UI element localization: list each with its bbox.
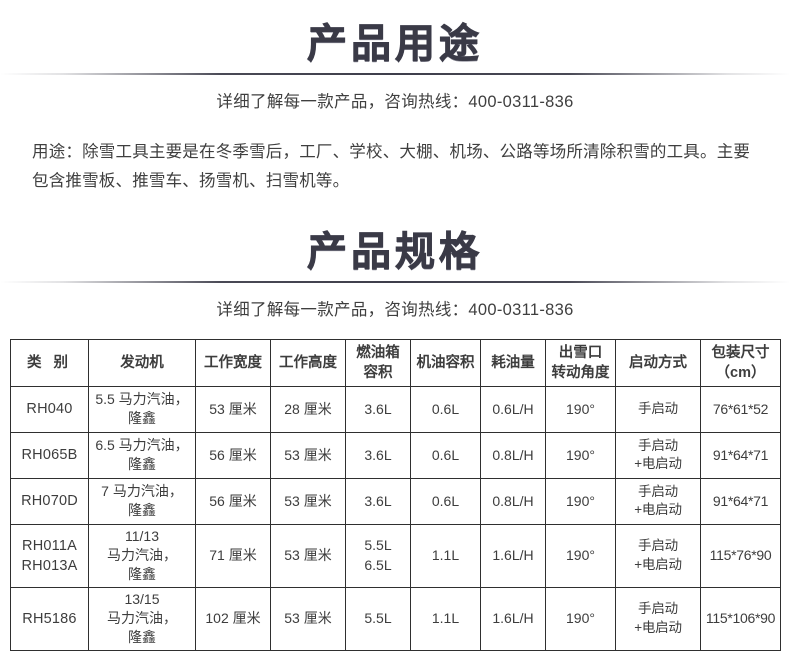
cell-engine-1: 6.5 马力汽油， 隆鑫	[88, 431, 196, 479]
spec-table-row: RH070D 7 马力汽油， 隆鑫 56 厘米 53 厘米 3.6L 0.6L 0.8L/H 1…	[10, 477, 781, 525]
col-header-start-mode: 启动方式	[615, 338, 701, 387]
cell-fuel-tank-1: 3.6L	[345, 431, 411, 479]
cell-package-size-0: 76*61*52	[700, 385, 781, 433]
cell-oil-capacity-4: 1.1L	[410, 586, 481, 651]
spec-table-row: RH040 5.5 马力汽油， 隆鑫 53 厘米 28 厘米 3.6L 0.6L 0.6L/H…	[10, 385, 781, 433]
cell-work-width-1: 56 厘米	[195, 431, 271, 479]
col-header-work-width: 工作宽度	[195, 338, 271, 387]
spec-table-row: RH5186 13/15 马力汽油， 隆鑫 102 厘米 53 厘米 5.5L 1.1L 1.…	[10, 586, 781, 651]
usage-description: 用途：除雪工具主要是在冬季雪后，工厂、学校、大棚、机场、公路等场所清除积雪的工具…	[32, 143, 751, 190]
cell-work-height-4: 53 厘米	[270, 586, 346, 651]
col-header-fuel-tank: 燃油箱 容积	[345, 338, 411, 387]
usage-section-title: 产品用途	[307, 21, 483, 67]
cell-package-size-2: 91*64*71	[700, 477, 781, 525]
cell-work-height-3: 53 厘米	[270, 523, 346, 588]
cell-work-width-3: 71 厘米	[195, 523, 271, 588]
cell-engine-4-line: 13/15 马力汽油，	[107, 590, 177, 626]
cell-engine-2-line: 7 马力汽油，	[101, 482, 183, 499]
col-header-rotation-angle-line1: 出雪口	[558, 344, 603, 361]
usage-section-subtitle: 详细了解每一款产品，咨询热线：400-0311-836	[216, 93, 574, 111]
usage-section-header: 产品用途 详细了解每一款产品，咨询热线：400-0311-836	[0, 24, 790, 112]
col-header-rotation-angle-line2: 转动角度	[551, 364, 610, 381]
col-header-work-height: 工作高度	[270, 338, 346, 387]
cell-fuel-consumption-1: 0.8L/H	[480, 431, 546, 479]
specification-table: 类 别 发动机 工作宽度 工作高度 燃油箱 容积 机油容积 耗油量 出雪口 转动…	[10, 338, 781, 651]
cell-fuel-tank-3: 5.5L 6.5L	[345, 523, 411, 588]
cell-rotation-angle-0: 190°	[545, 385, 616, 433]
col-header-rotation-angle: 出雪口 转动角度	[545, 338, 616, 387]
cell-fuel-tank-4: 5.5L	[345, 586, 411, 651]
cell-engine-2-line: 隆鑫	[128, 502, 156, 519]
cell-fuel-tank-2: 3.6L	[345, 477, 411, 525]
cell-rotation-angle-2: 190°	[545, 477, 616, 525]
cell-work-height-2: 53 厘米	[270, 477, 346, 525]
cell-category-0: RH040	[10, 385, 89, 433]
cell-engine-3-line: 11/13 马力汽油，	[107, 527, 177, 564]
cell-engine-4: 13/15 马力汽油， 隆鑫	[88, 586, 196, 651]
cell-oil-capacity-2: 0.6L	[410, 477, 481, 525]
cell-engine-4-line: 隆鑫	[128, 629, 156, 646]
cell-oil-capacity-3: 1.1L	[410, 523, 481, 588]
cell-fuel-consumption-4: 1.6L/H	[480, 586, 546, 651]
cell-engine-3-line: 隆鑫	[128, 566, 156, 583]
usage-title-divider	[0, 73, 790, 75]
spec-table-head: 类 别 发动机 工作宽度 工作高度 燃油箱 容积 机油容积 耗油量 出雪口 转动…	[10, 338, 781, 387]
cell-engine-1-line: 6.5 马力汽油，	[95, 436, 189, 453]
cell-category-3-line: RH013A	[21, 557, 78, 574]
cell-fuel-tank-3-line: 5.5L	[364, 537, 392, 554]
cell-oil-capacity-1: 0.6L	[410, 431, 481, 479]
spec-table-row: RH065B 6.5 马力汽油， 隆鑫 56 厘米 53 厘米 3.6L 0.6L 0.8L/…	[10, 431, 781, 479]
col-header-engine: 发动机	[88, 338, 196, 387]
cell-oil-capacity-0: 0.6L	[410, 385, 481, 433]
cell-fuel-tank-0: 3.6L	[345, 385, 411, 433]
cell-work-width-0: 53 厘米	[195, 385, 271, 433]
cell-fuel-tank-3-line: 6.5L	[364, 556, 392, 573]
cell-engine-3: 11/13 马力汽油， 隆鑫	[88, 523, 196, 588]
col-header-oil-capacity: 机油容积	[410, 338, 481, 387]
cell-package-size-1: 91*64*71	[700, 431, 781, 479]
cell-work-height-0: 28 厘米	[270, 385, 346, 433]
cell-category-3-line: RH011A	[22, 537, 77, 554]
cell-start-mode-2: 手启动+电启动	[615, 477, 701, 525]
cell-engine-1-line: 隆鑫	[128, 456, 156, 473]
cell-work-height-1: 53 厘米	[270, 431, 346, 479]
spec-title-divider	[0, 280, 790, 283]
cell-category-2: RH070D	[10, 477, 89, 525]
col-header-package-size-line2: （cm）	[715, 364, 766, 381]
col-header-fuel-consumption: 耗油量	[480, 338, 546, 387]
cell-rotation-angle-4: 190°	[545, 586, 616, 651]
cell-category-4: RH5186	[10, 586, 89, 651]
cell-work-width-2: 56 厘米	[195, 477, 271, 525]
cell-package-size-4: 115*106*90	[700, 586, 781, 651]
cell-work-width-4: 102 厘米	[195, 586, 271, 651]
spec-section-subtitle: 详细了解每一款产品，咨询热线：400-0311-836	[216, 300, 574, 319]
cell-category-3: RH011A RH013A	[10, 523, 89, 588]
spec-section-header: 产品规格 详细了解每一款产品，咨询热线：400-0311-836	[0, 228, 790, 320]
spec-section-title: 产品规格	[307, 228, 483, 275]
cell-engine-2: 7 马力汽油， 隆鑫	[88, 477, 196, 525]
cell-engine-0: 5.5 马力汽油， 隆鑫	[88, 385, 196, 433]
cell-start-mode-3: 手启动+电启动	[615, 523, 701, 588]
cell-engine-0-line: 隆鑫	[128, 410, 156, 427]
spec-table-body: RH040 5.5 马力汽油， 隆鑫 53 厘米 28 厘米 3.6L 0.6L 0.6L/H…	[10, 385, 781, 651]
col-header-package-size-line1: 包装尺寸	[711, 344, 770, 361]
spec-table-container: 类 别 发动机 工作宽度 工作高度 燃油箱 容积 机油容积 耗油量 出雪口 转动…	[10, 338, 781, 651]
spec-header-row: 类 别 发动机 工作宽度 工作高度 燃油箱 容积 机油容积 耗油量 出雪口 转动…	[10, 338, 781, 387]
col-header-category: 类 别	[10, 338, 89, 387]
col-header-package-size: 包装尺寸 （cm）	[700, 338, 781, 387]
cell-start-mode-4: 手启动+电启动	[615, 586, 701, 651]
cell-rotation-angle-1: 190°	[545, 431, 616, 479]
cell-fuel-consumption-3: 1.6L/H	[480, 523, 546, 588]
cell-fuel-consumption-2: 0.8L/H	[480, 477, 546, 525]
cell-engine-0-line: 5.5 马力汽油，	[95, 390, 189, 407]
col-header-fuel-tank-line2: 容积	[363, 364, 393, 381]
spec-table-row: RH011A RH013A 11/13 马力汽油， 隆鑫 71 厘米 53 厘米 5.5L 6…	[10, 523, 781, 588]
cell-start-mode-1: 手启动+电启动	[615, 431, 701, 479]
cell-package-size-3: 115*76*90	[700, 523, 781, 588]
cell-category-1: RH065B	[10, 431, 89, 479]
col-header-fuel-tank-line1: 燃油箱	[356, 344, 400, 361]
cell-start-mode-0: 手启动	[615, 385, 701, 433]
cell-fuel-consumption-0: 0.6L/H	[480, 385, 546, 433]
cell-rotation-angle-3: 190°	[545, 523, 616, 588]
